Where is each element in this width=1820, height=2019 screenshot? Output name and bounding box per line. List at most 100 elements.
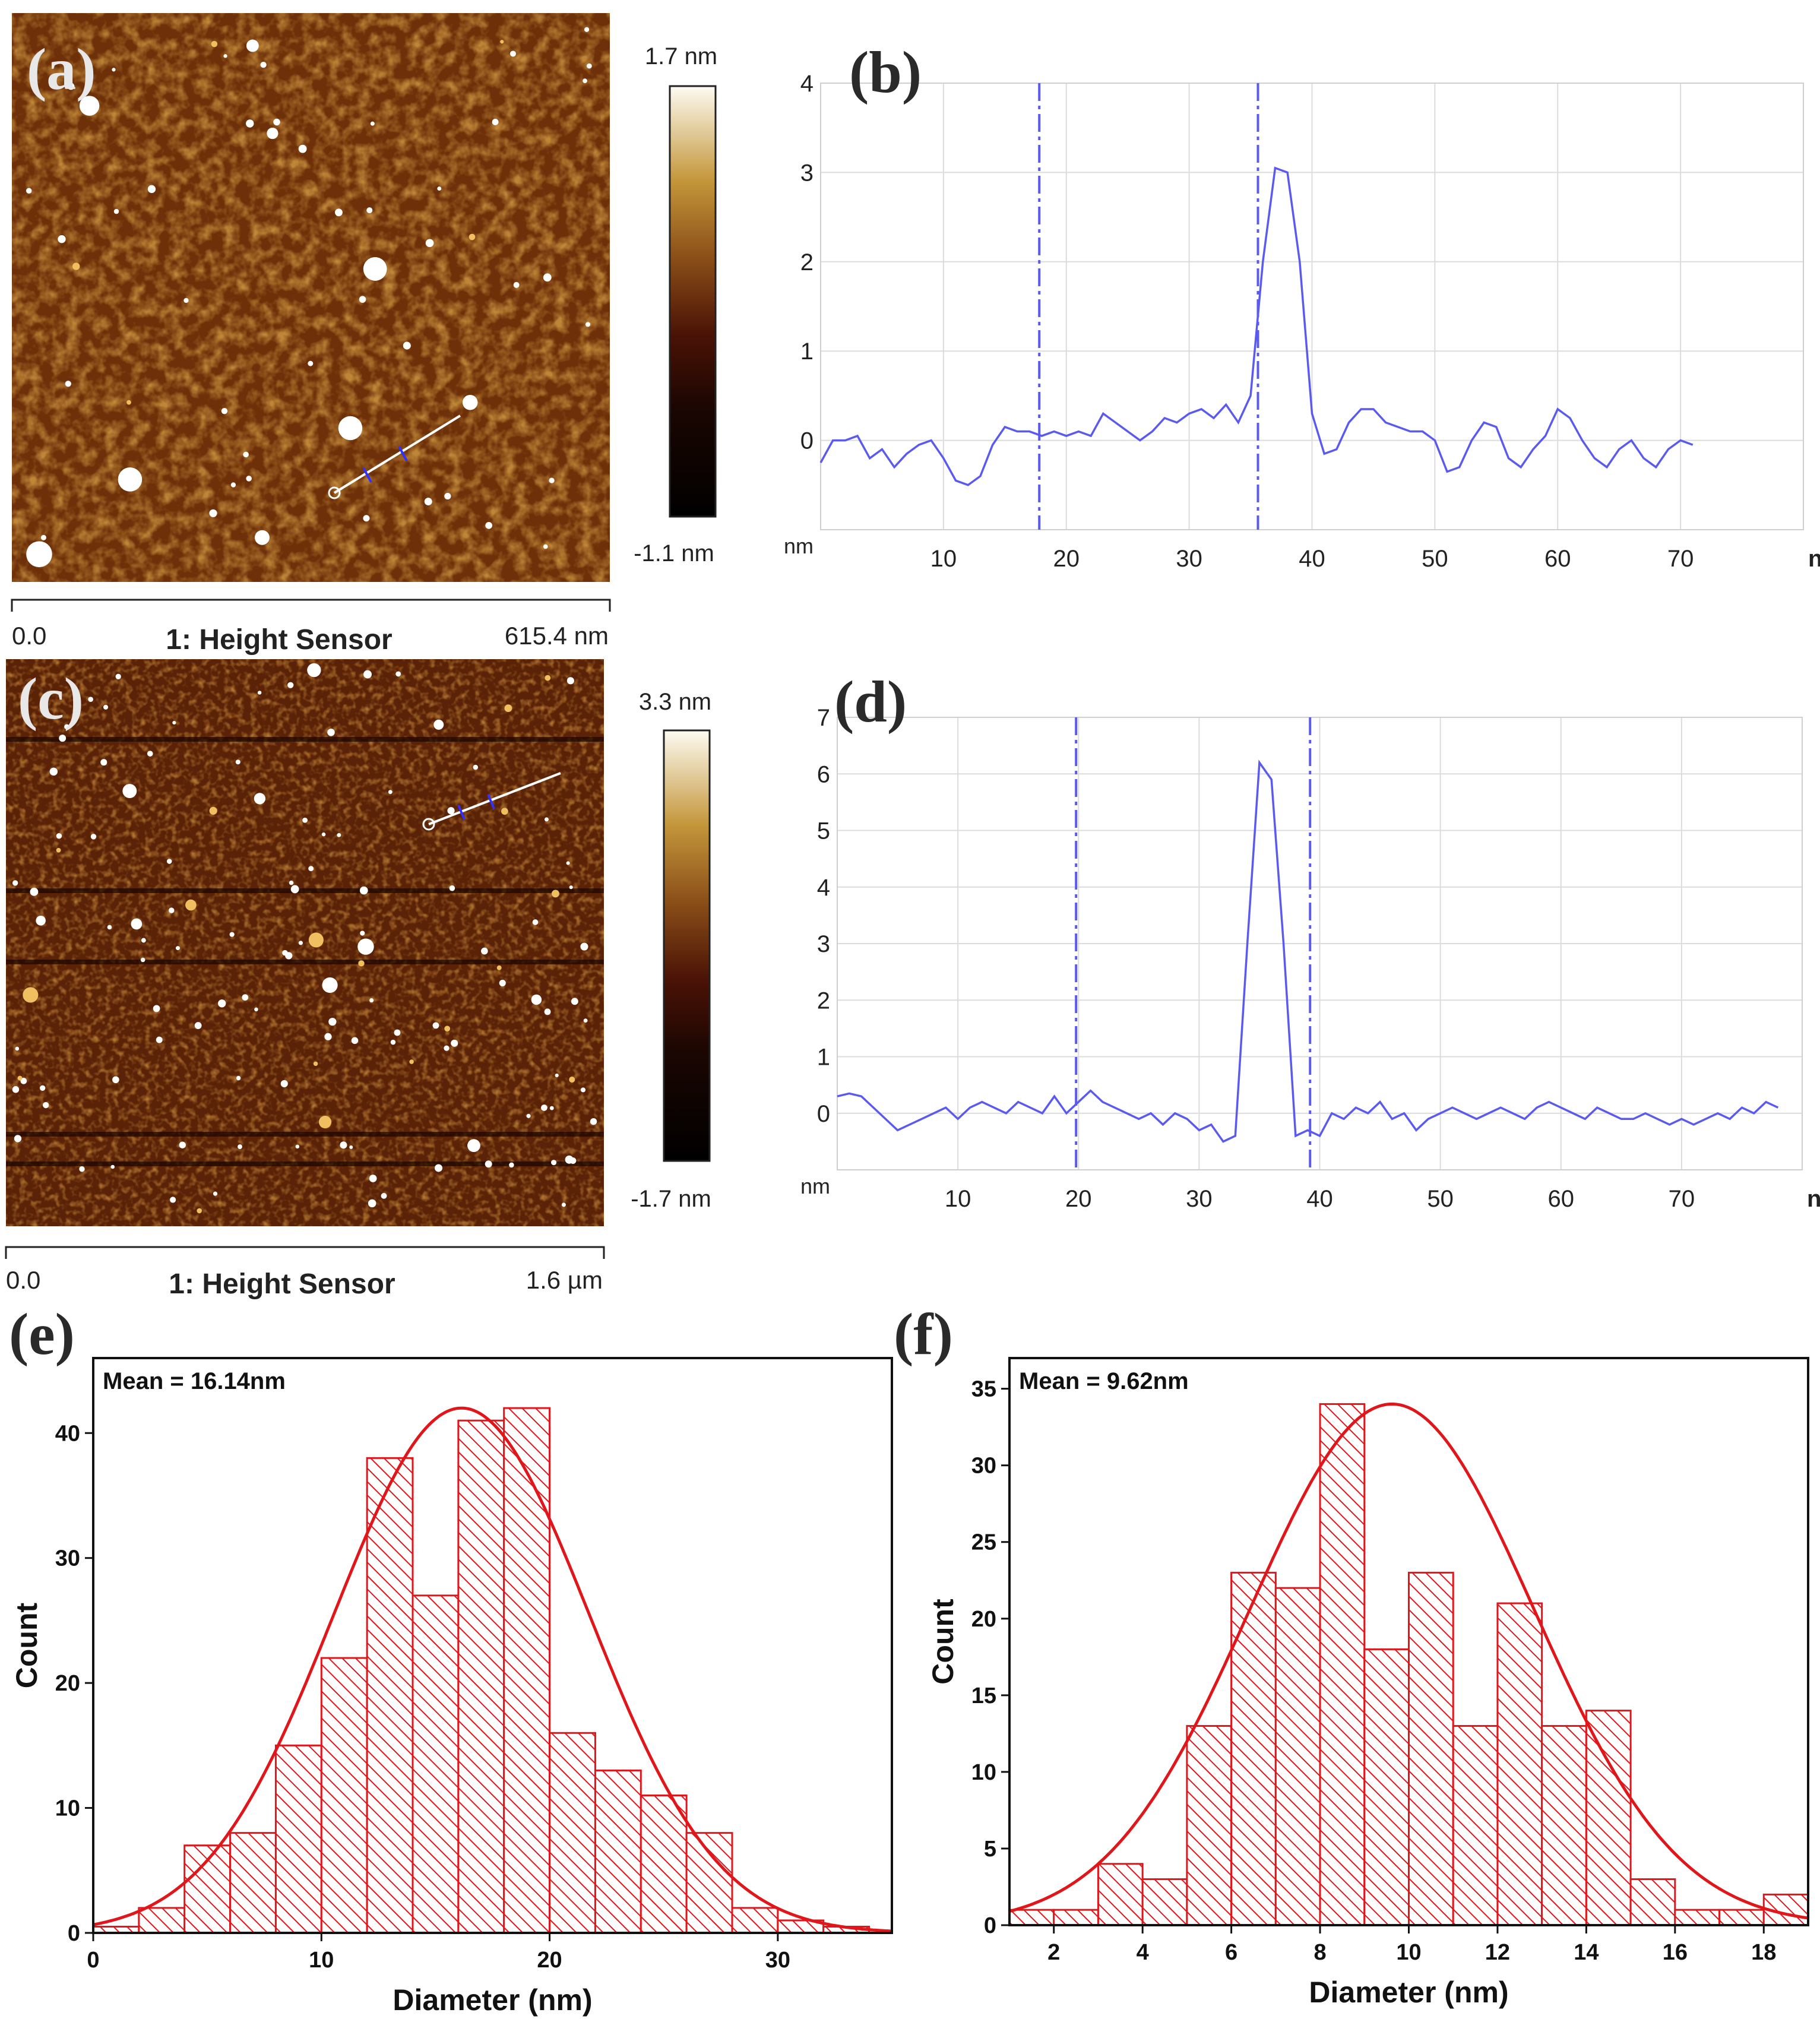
particle [499, 979, 506, 986]
particle [369, 1175, 377, 1182]
particle [390, 1039, 396, 1045]
histogram-bar [1141, 1878, 1188, 1926]
histogram-bar [138, 1907, 186, 1934]
particle [444, 492, 451, 500]
particle [39, 1085, 46, 1091]
x-tick-label: 70 [1667, 546, 1694, 572]
profile-marker-c2 [487, 794, 495, 809]
particle [26, 188, 32, 194]
histogram-bar [274, 1744, 322, 1934]
particle [328, 1017, 337, 1026]
particle [549, 477, 555, 483]
particle [36, 915, 46, 926]
particle [197, 1208, 202, 1214]
particle [298, 144, 307, 153]
particle [246, 119, 254, 128]
particle [229, 932, 235, 937]
particle [308, 360, 314, 366]
particle [221, 407, 228, 414]
particle [257, 691, 262, 695]
panel-label-e: (e) [9, 1301, 75, 1367]
scale-bar-a: 0.0 1: Height Sensor 615.4 nm [11, 599, 611, 656]
histogram-bar [685, 1832, 733, 1934]
particle [590, 1118, 597, 1125]
particle [211, 40, 218, 48]
particle [435, 1164, 443, 1172]
particle [337, 833, 341, 837]
particle [513, 281, 520, 288]
x-tick-label: 70 [1669, 1186, 1695, 1212]
particle [433, 719, 444, 730]
particle [366, 207, 373, 214]
particle [338, 416, 363, 441]
histogram-bar [229, 1832, 277, 1934]
particle [571, 998, 578, 1005]
particle [368, 1199, 376, 1208]
particle [308, 866, 314, 872]
particle [551, 1160, 557, 1166]
particle [147, 751, 153, 757]
colorbar-max-a: 1.7 nm [645, 43, 717, 69]
particle [492, 118, 499, 125]
plot-frame [837, 717, 1803, 1170]
particle [103, 704, 109, 710]
particle [307, 663, 321, 678]
particle [318, 1115, 332, 1129]
particle [122, 784, 137, 799]
histogram-bar [1718, 1909, 1765, 1926]
x-tick-label: 14 [1574, 1940, 1599, 1965]
particle [349, 1145, 353, 1149]
x-tick-label: 30 [1186, 1186, 1213, 1212]
x-tick-label: 4 [1137, 1940, 1149, 1965]
particle [42, 1102, 49, 1109]
histogram-bar [1363, 1648, 1410, 1926]
profile-plot-b: 10 20 30 40 50 60 70 0 1 2 3 4 nm nm [784, 71, 1820, 572]
particle [15, 1046, 20, 1051]
histogram-bar [731, 1907, 779, 1934]
particle [359, 886, 368, 895]
particle [308, 932, 324, 948]
particle [267, 128, 278, 140]
particle [481, 947, 488, 955]
y-tick-label: 1 [800, 338, 814, 365]
y-tick-label: 3 [800, 160, 814, 186]
gaussian-fit-curve [93, 1406, 892, 1933]
y-tick-label: 4 [800, 71, 814, 97]
afm-image-c [6, 659, 604, 1226]
scale-bar-c: 0.0 1: Height Sensor 1.6 µm [5, 1246, 605, 1300]
y-tick-label: 25 [971, 1530, 996, 1555]
particle [23, 987, 39, 1003]
particle [526, 1113, 531, 1118]
profile-line-c [428, 772, 561, 825]
x-tick-label: 12 [1485, 1940, 1510, 1965]
particle [49, 767, 58, 776]
particle [67, 83, 75, 90]
y-tick-label: 7 [817, 705, 830, 731]
particle [209, 509, 217, 517]
particle [359, 296, 366, 303]
particle [260, 61, 267, 68]
particle [335, 208, 343, 217]
particle [501, 808, 508, 815]
histogram-bar [503, 1407, 551, 1934]
colorbar-min-a: -1.1 nm [634, 540, 714, 567]
particle [295, 1144, 300, 1149]
particle [107, 925, 112, 930]
histogram-bar [1541, 1724, 1587, 1926]
particle [238, 1144, 242, 1149]
particle [473, 764, 479, 770]
particle [543, 273, 552, 282]
histogram-bar [1585, 1710, 1632, 1926]
panel-label-c: (c) [18, 666, 84, 732]
particle [254, 793, 266, 805]
histogram-bar [594, 1769, 642, 1934]
y-axis-label: Count [926, 1599, 960, 1685]
particle [209, 806, 217, 815]
particle [289, 880, 294, 885]
panel-label-a: (a) [27, 36, 96, 102]
histogram-bar [1629, 1878, 1676, 1926]
particle [580, 942, 588, 951]
particle [58, 235, 66, 243]
particle [561, 1202, 566, 1207]
